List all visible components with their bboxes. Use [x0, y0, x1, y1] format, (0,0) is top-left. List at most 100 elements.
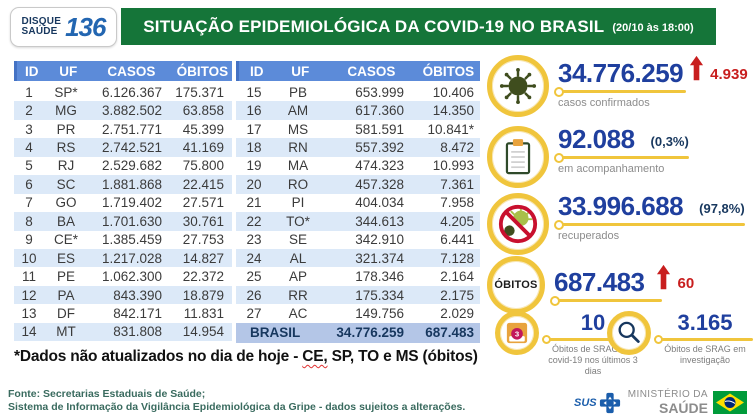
- row-casos: 2.751.771: [101, 121, 162, 137]
- row-obitos: 22.415: [182, 176, 224, 192]
- table-row: 13 DF 842.171 11.831: [14, 304, 232, 322]
- row-uf: PI: [291, 195, 305, 211]
- row-uf: ES: [56, 250, 75, 266]
- table-row: 26 RR 175.334 2.175: [236, 285, 480, 305]
- footnote-highlight: CE,: [302, 348, 328, 365]
- row-uf: DF: [57, 305, 75, 321]
- row-obitos: 2.164: [440, 269, 474, 285]
- srag-investigation-label: Óbitos de SRAG em investigação: [664, 343, 746, 365]
- row-id: 15: [246, 84, 262, 100]
- table-row: 12 PA 843.390 18.879: [14, 285, 232, 305]
- row-id: 4: [25, 140, 33, 156]
- row-uf: MS: [287, 121, 309, 137]
- row-casos: 178.346: [355, 269, 404, 285]
- confirmed-delta: 4.939: [710, 66, 748, 83]
- row-obitos: 10.841*: [427, 121, 474, 137]
- confirmed-count: 34.776.259: [558, 58, 684, 88]
- row-id: 20: [246, 176, 262, 192]
- sus-cross-icon: [599, 392, 620, 414]
- row-casos: 149.756: [355, 305, 404, 321]
- srag-investigation-count: 3.165: [677, 310, 733, 335]
- table-row: 27 AC 149.756 2.029: [236, 304, 480, 322]
- row-casos: 653.999: [355, 84, 404, 100]
- row-id: 9: [25, 232, 33, 248]
- row-id: 13: [21, 305, 37, 321]
- up-arrow-icon: [689, 55, 704, 86]
- stats-panel: 34.776.259 4.939 casos confirmados: [487, 55, 753, 395]
- table-body: 1 SP* 6.126.367 175.371 2 MG 3.882.502 63.858 3 P…: [14, 83, 232, 342]
- disque-saude-number: 136: [65, 11, 106, 42]
- row-casos: 581.591: [355, 121, 404, 137]
- deaths-count: 687.483: [554, 267, 645, 297]
- row-uf: RO: [287, 176, 309, 192]
- monitoring-label: em acompanhamento: [558, 163, 665, 175]
- row-casos: 3.882.502: [101, 103, 162, 119]
- accent-underline: [554, 220, 745, 230]
- table-row: 20 RO 457.328 7.361: [236, 175, 480, 194]
- row-id: 1: [25, 84, 33, 100]
- row-casos: 342.910: [355, 232, 404, 248]
- brazil-total-row: BRASIL 34.776.259 687.483: [236, 322, 480, 343]
- disque-saude-logo: DISQUE SAÚDE 136: [10, 7, 117, 47]
- row-obitos: 10.406: [432, 84, 474, 100]
- row-uf: AP: [288, 269, 307, 285]
- row-casos: 843.390: [113, 287, 162, 303]
- row-id: 23: [246, 232, 262, 248]
- row-uf: SP*: [54, 84, 78, 100]
- cases-table-left: ID UF CASOS ÓBITOS 1 SP* 6.126.367 175.371 2…: [14, 61, 232, 342]
- row-casos: 557.392: [355, 140, 404, 156]
- no-virus-icon: [487, 193, 549, 255]
- row-id: 22: [246, 213, 262, 229]
- row-casos: 1.881.868: [101, 176, 162, 192]
- row-obitos: 75.800: [182, 158, 224, 174]
- row-obitos: 18.879: [182, 287, 224, 303]
- row-id: 8: [25, 213, 33, 229]
- accent-underline: [542, 335, 641, 343]
- row-id: 18: [246, 140, 262, 156]
- recovered-count: 33.996.688: [558, 191, 684, 221]
- obitos-badge: ÓBITOS: [487, 256, 545, 314]
- table-row: 7 GO 1.719.402 27.571: [14, 194, 232, 212]
- row-casos: 1.217.028: [101, 250, 162, 266]
- row-uf: RR: [288, 287, 308, 303]
- row-id: 14: [21, 324, 37, 340]
- stat-deaths: ÓBITOS 687.483 60: [487, 256, 694, 314]
- row-id: 16: [246, 103, 262, 119]
- row-casos: 6.126.367: [101, 84, 162, 100]
- row-id: 21: [246, 195, 262, 211]
- row-casos: 321.374: [355, 250, 404, 266]
- row-id: 5: [25, 158, 33, 174]
- row-uf: BA: [56, 213, 75, 229]
- table-row: 25 AP 178.346 2.164: [236, 267, 480, 285]
- table-row: 24 AL 321.374 7.128: [236, 248, 480, 268]
- table-row: 22 TO* 344.613 4.205: [236, 212, 480, 231]
- table-header: ID UF CASOS ÓBITOS: [236, 61, 480, 81]
- recovered-percent: (97,8%): [699, 201, 745, 216]
- table-row: 10 ES 1.217.028 14.827: [14, 248, 232, 268]
- row-casos: 344.613: [355, 213, 404, 229]
- data-source-text: Fonte: Secretarias Estaduais de Saúde; S…: [8, 388, 466, 413]
- row-uf: CE*: [53, 232, 78, 248]
- row-id: 24: [246, 250, 262, 266]
- table-row: 16 AM 617.360 14.350: [236, 101, 480, 120]
- accent-underline: [654, 335, 753, 343]
- title-banner: SITUAÇÃO EPIDEMIOLÓGICA DA COVID-19 NO B…: [121, 8, 716, 45]
- accent-underline: [550, 296, 662, 306]
- sus-logo: SUS: [574, 392, 621, 414]
- table-row: 14 MT 831.808 14.954: [14, 322, 232, 342]
- row-obitos: 175.371: [175, 84, 224, 100]
- row-casos: 1.385.459: [101, 232, 162, 248]
- up-arrow-icon: [656, 264, 671, 295]
- row-uf: PR: [56, 121, 76, 137]
- row-obitos: 6.441: [440, 232, 474, 248]
- table-row: 17 MS 581.591 10.841*: [236, 120, 480, 138]
- row-uf: AL: [289, 250, 307, 266]
- row-uf: RS: [56, 140, 76, 156]
- row-casos: 474.323: [355, 158, 404, 174]
- table-row: 6 SC 1.881.868 22.415: [14, 175, 232, 194]
- row-obitos: 14.827: [182, 250, 224, 266]
- ministry-logo: MINISTÉRIO DA SAÚDE: [627, 389, 708, 416]
- row-uf: RJ: [57, 158, 75, 174]
- row-obitos: 7.361: [440, 176, 474, 192]
- row-uf: SC: [56, 176, 76, 192]
